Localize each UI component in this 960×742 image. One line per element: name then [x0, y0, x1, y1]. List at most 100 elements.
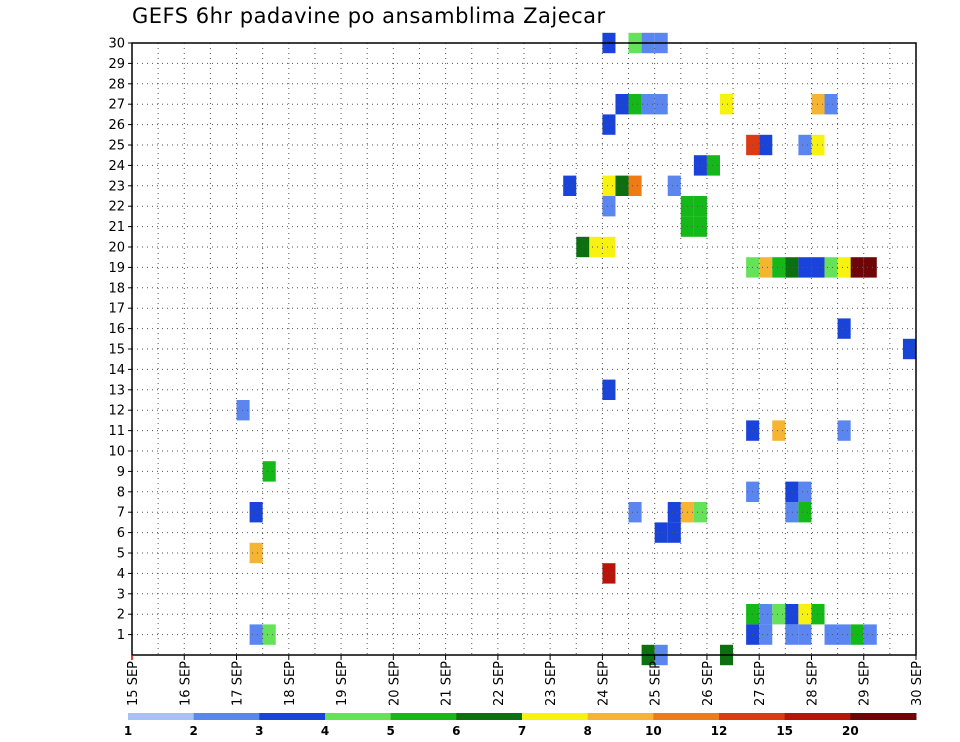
y-tick-label: 26: [108, 118, 125, 133]
y-tick-label: 9: [117, 465, 125, 480]
heatmap-cell: [589, 236, 603, 258]
x-tick-label: 15 SEP: [126, 661, 141, 706]
heatmap-cell: [824, 257, 838, 278]
colorbar-swatch: [653, 713, 720, 720]
heatmap-cell: [667, 175, 681, 196]
heatmap-cell: [837, 318, 851, 339]
y-tick-label: 27: [108, 98, 125, 113]
x-tick-label: 23 SEP: [544, 661, 559, 706]
colorbar-swatch: [587, 713, 654, 720]
heatmap-cell: [249, 502, 263, 523]
y-tick-label: 10: [108, 445, 125, 460]
x-tick-label: 28 SEP: [805, 661, 820, 706]
y-tick-label: 2: [117, 608, 125, 623]
y-tick-label: 25: [108, 139, 125, 154]
heatmap-cell: [563, 175, 577, 196]
colorbar-swatch: [456, 713, 523, 720]
heatmap-cell: [759, 257, 773, 278]
x-tick-label: 19 SEP: [335, 661, 350, 706]
y-tick-label: 15: [108, 343, 125, 358]
colorbar-label: 12: [711, 724, 728, 738]
heatmap-cell: [262, 461, 276, 482]
heatmap-cell: [863, 624, 877, 645]
y-tick-label: 19: [108, 261, 125, 276]
colorbar-label: 8: [583, 724, 591, 738]
colorbar-swatch: [390, 713, 457, 720]
heatmap-cell: [602, 236, 616, 258]
y-tick-label: 16: [108, 322, 125, 337]
x-tick-label: 24 SEP: [596, 661, 611, 706]
heatmap-cell: [811, 94, 825, 115]
heatmap-cell: [772, 257, 786, 278]
heatmap-cell: [641, 94, 655, 115]
heatmap-cell: [824, 624, 838, 645]
heatmap-cell: [667, 502, 681, 523]
y-tick-label: 22: [108, 200, 125, 215]
y-tick-label: 13: [108, 383, 125, 398]
x-tick-label: 21 SEP: [440, 661, 455, 706]
colorbar-label: 1: [124, 724, 132, 738]
colorbar-swatch: [522, 713, 589, 720]
colorbar-label: 7: [518, 724, 526, 738]
heatmap-cell: [693, 155, 707, 176]
heatmap-cell: [798, 624, 812, 645]
heatmap-cell: [693, 196, 707, 217]
heatmap-cell: [772, 604, 786, 625]
heatmap-cell: [759, 624, 773, 645]
colorbar-label: 4: [321, 724, 329, 738]
colorbar-label: 15: [776, 724, 793, 738]
heatmap-cell: [785, 502, 799, 523]
heatmap-cell: [654, 522, 668, 543]
heatmap-cell: [902, 338, 916, 360]
heatmap-cell: [602, 196, 616, 217]
colorbar-label: 10: [645, 724, 662, 738]
y-tick-label: 3: [117, 587, 125, 602]
x-tick-label: 16 SEP: [178, 661, 193, 706]
y-tick-label: 14: [108, 363, 125, 378]
y-tick-label: 7: [117, 506, 125, 521]
x-tick-label: 27 SEP: [753, 661, 768, 706]
heatmap-cell: [759, 604, 773, 625]
y-tick-label: 23: [108, 179, 125, 194]
heatmap-cell: [811, 604, 825, 625]
y-tick-label: 4: [117, 567, 125, 582]
heatmap-cell: [602, 175, 616, 196]
y-tick-label: 12: [108, 404, 125, 419]
heatmap-cell: [798, 134, 812, 156]
colorbar-swatch: [259, 713, 326, 720]
y-tick-label: 20: [108, 241, 125, 256]
heatmap-cell: [693, 502, 707, 523]
colorbar-label: 6: [452, 724, 460, 738]
y-tick-label: 29: [108, 57, 125, 72]
heatmap-cell: [706, 155, 720, 176]
x-tick-label: 29 SEP: [858, 661, 873, 706]
heatmap-cell: [798, 502, 812, 523]
y-tick-label: 28: [108, 77, 125, 92]
y-tick-label: 30: [108, 37, 125, 52]
heatmap-cell: [249, 624, 263, 645]
heatmap-cell: [863, 257, 877, 278]
colorbar-swatch: [325, 713, 392, 720]
heatmap-cell: [785, 257, 799, 278]
y-tick-label: 6: [117, 526, 125, 541]
heatmap-cell: [720, 94, 734, 115]
chart-title: GEFS 6hr padavine po ansamblima Zajecar: [132, 4, 606, 28]
heatmap-cell: [654, 94, 668, 115]
heatmap-cell: [249, 542, 263, 564]
colorbar-swatch: [128, 713, 195, 720]
heatmap-cell: [602, 563, 616, 584]
heatmap-cell: [628, 502, 642, 523]
y-tick-label: 8: [117, 485, 125, 500]
x-tick-label: 22 SEP: [492, 661, 507, 706]
y-tick-label: 5: [117, 547, 125, 562]
heatmap-cell: [667, 522, 681, 543]
colorbar-swatch: [850, 713, 917, 720]
heatmap-cell: [837, 420, 851, 441]
colorbar-label: 2: [189, 724, 197, 738]
y-tick-label: 18: [108, 281, 125, 296]
heatmap-cell: [824, 94, 838, 115]
colorbar-label: 5: [386, 724, 394, 738]
heatmap-cell: [602, 114, 616, 135]
heatmap-cell: [811, 257, 825, 278]
heatmap-cell: [628, 175, 642, 196]
